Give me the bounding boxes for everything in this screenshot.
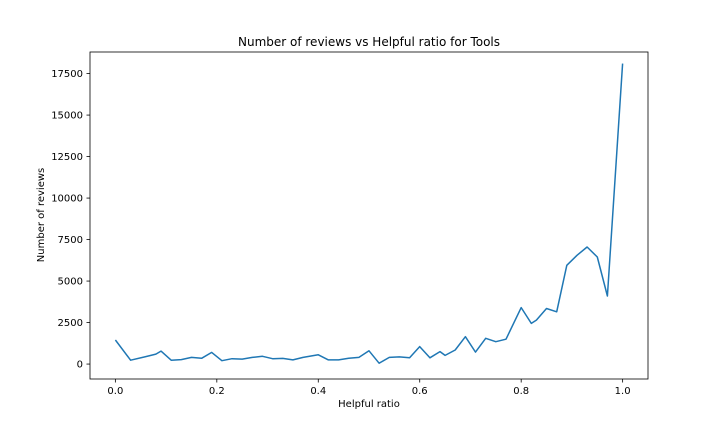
y-tick-label: 15000 — [51, 111, 83, 122]
series-line — [114, 63, 624, 364]
x-tick-label: 0.8 — [513, 386, 529, 397]
plot-axes: 0.0 0.2 0.4 0.6 0.8 1.0 0 2500 5000 7500 10000 125… — [51, 51, 649, 397]
x-tick-label: 0.4 — [310, 386, 326, 397]
y-axis-label: Number of reviews — [36, 168, 47, 262]
chart-title: Number of reviews vs Helpful ratio for T… — [238, 35, 500, 49]
plot-area — [89, 51, 649, 380]
y-axis-ticks: 0 2500 5000 7500 10000 12500 15000 17500 — [51, 69, 90, 371]
x-tick-label: 1.0 — [615, 386, 631, 397]
x-axis-ticks: 0.0 0.2 0.4 0.6 0.8 1.0 — [107, 379, 631, 397]
y-tick-label: 5000 — [58, 277, 83, 288]
y-tick-label: 17500 — [51, 69, 83, 80]
y-tick-label: 2500 — [58, 318, 83, 329]
x-tick-label: 0.6 — [412, 386, 428, 397]
x-tick-label: 0.2 — [209, 386, 225, 397]
y-tick-label: 0 — [77, 360, 83, 371]
y-tick-label: 10000 — [51, 194, 83, 205]
y-tick-label: 7500 — [58, 235, 83, 246]
x-tick-label: 0.0 — [107, 386, 123, 397]
y-tick-label: 12500 — [51, 152, 83, 163]
x-axis-label: Helpful ratio — [338, 399, 400, 410]
